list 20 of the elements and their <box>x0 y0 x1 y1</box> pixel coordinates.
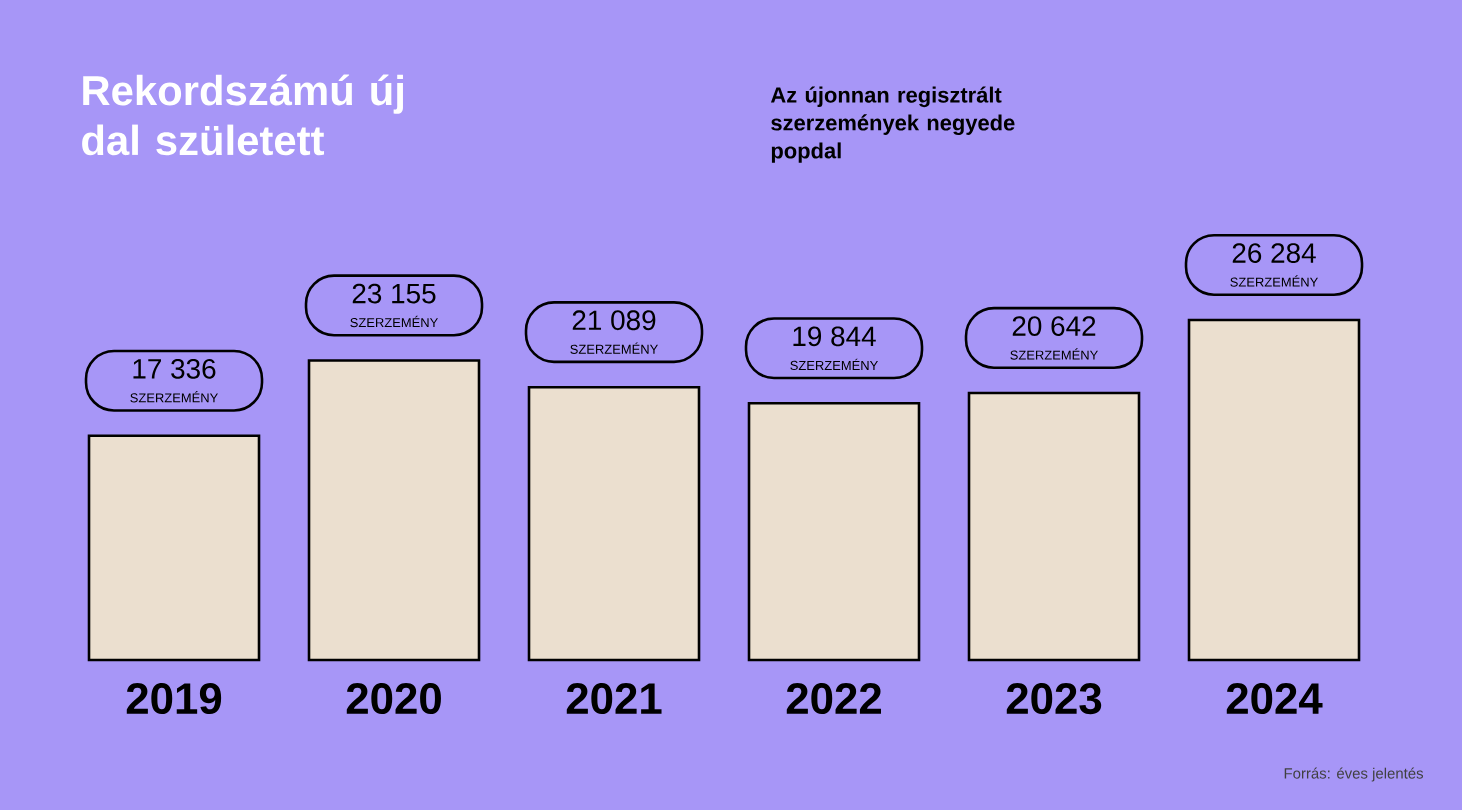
x-tick-label: 2020 <box>346 683 441 715</box>
bar <box>307 359 481 662</box>
x-tick-label: 2019 <box>126 683 222 715</box>
bar <box>527 385 701 662</box>
data-label: 17 336 <box>133 358 216 379</box>
chart-subtitle: Az újonnan regisztrált szerzemények negyede popdal <box>770 86 1015 163</box>
x-tick-label: 2023 <box>1006 683 1102 715</box>
bar <box>1187 318 1361 662</box>
x-tick-label: 2022 <box>786 683 881 715</box>
data-label: 23 155 <box>352 283 436 304</box>
bar <box>967 391 1141 662</box>
data-label: 19 844 <box>793 326 876 347</box>
data-label: 21 089 <box>572 310 656 331</box>
bar <box>87 434 261 662</box>
bar <box>747 402 921 662</box>
x-tick-label: 2024 <box>1226 683 1323 715</box>
data-label: 20 642 <box>1012 316 1096 336</box>
x-tick-label: 2021 <box>566 683 662 715</box>
data-label: 26 284 <box>1232 243 1316 263</box>
chart-title: Rekordszámú új dal született <box>82 74 403 156</box>
